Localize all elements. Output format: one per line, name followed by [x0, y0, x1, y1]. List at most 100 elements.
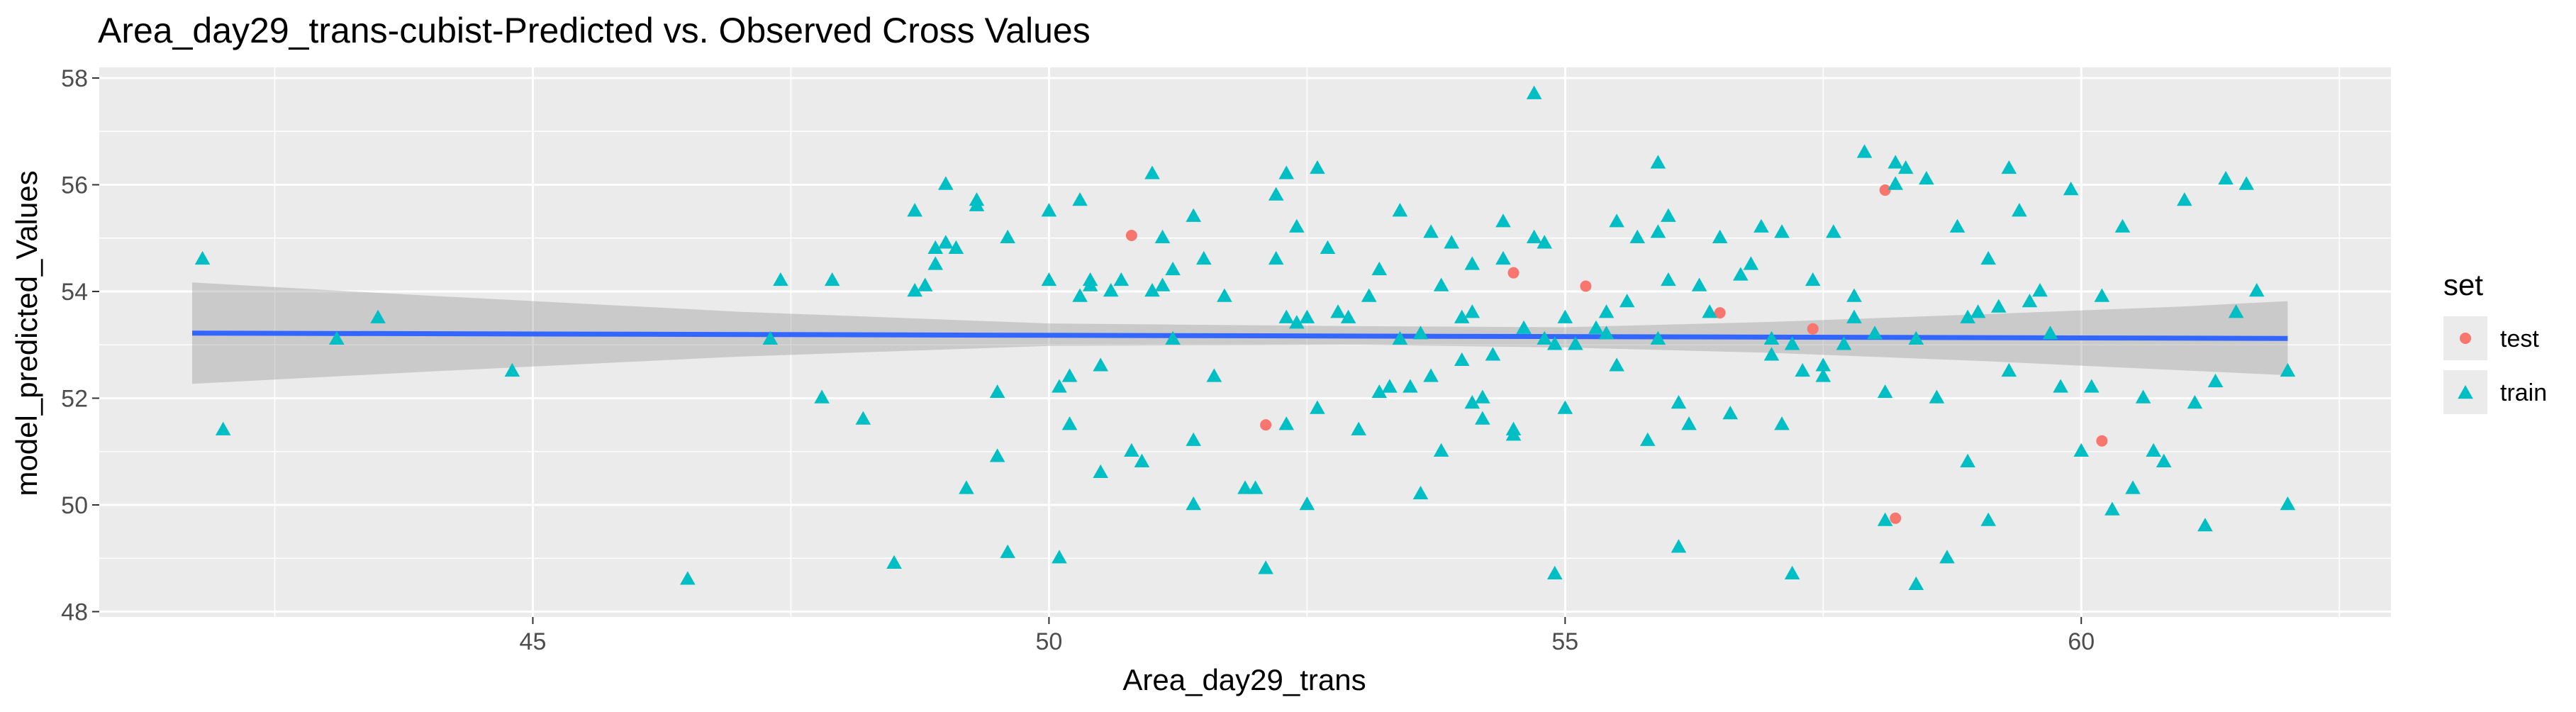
train-point	[989, 384, 1005, 399]
legend-key-test	[2460, 333, 2471, 344]
train-point	[1919, 171, 1934, 185]
test-point	[1890, 512, 1902, 524]
train-point	[1836, 336, 1852, 350]
legend-title: set	[2443, 268, 2483, 301]
train-point	[1537, 330, 1552, 345]
x-axis-title: Area_day29_trans	[1122, 663, 1366, 696]
train-point	[1960, 309, 1975, 323]
train-point	[2187, 395, 2203, 409]
train-point	[1784, 336, 1800, 350]
data-points	[194, 85, 2296, 591]
train-point	[1403, 379, 1418, 393]
train-point	[1454, 352, 1470, 367]
train-point	[1052, 379, 1067, 393]
train-point	[1980, 512, 1997, 526]
legend-key-train	[2458, 385, 2473, 399]
y-tick-label: 48	[61, 599, 88, 625]
train-point	[1877, 512, 1893, 526]
train-point	[1061, 368, 1078, 382]
train-point	[1495, 213, 1511, 228]
train-point	[1743, 256, 1759, 270]
train-point	[1856, 144, 1873, 158]
train-point	[1897, 160, 1914, 174]
train-point	[1371, 384, 1388, 399]
train-point	[329, 330, 345, 345]
train-point	[2248, 283, 2265, 297]
train-point	[814, 389, 830, 404]
train-point	[2114, 218, 2131, 233]
train-point	[1000, 544, 1015, 558]
train-point	[1774, 224, 1790, 238]
train-point	[1650, 224, 1666, 238]
train-point	[2063, 182, 2079, 196]
train-point	[1423, 368, 1439, 382]
train-point	[1846, 288, 1862, 302]
plot-panel	[99, 67, 2391, 617]
test-point	[1260, 419, 1272, 431]
train-point	[1061, 416, 1078, 430]
train-point	[1186, 432, 1202, 446]
train-point	[1702, 304, 1717, 318]
train-point	[1609, 213, 1624, 228]
test-point	[1125, 230, 1137, 242]
train-point	[1495, 250, 1511, 265]
train-point	[1310, 160, 1325, 174]
train-point	[927, 256, 944, 270]
train-point	[1516, 320, 1532, 334]
train-point	[215, 421, 231, 435]
train-point	[2012, 203, 2027, 217]
train-point	[194, 250, 211, 265]
train-point	[2032, 283, 2048, 297]
train-point	[1639, 432, 1656, 446]
train-point	[2280, 496, 2296, 511]
train-point	[1753, 218, 1769, 233]
train-point	[1340, 309, 1356, 323]
train-point	[1165, 261, 1181, 276]
train-point	[907, 203, 922, 217]
train-point	[370, 309, 386, 323]
train-point	[1661, 272, 1676, 287]
train-point	[1041, 203, 1057, 217]
train-point	[1186, 496, 1202, 511]
train-point	[1113, 272, 1130, 287]
train-point	[855, 411, 871, 425]
train-point	[2228, 304, 2244, 318]
train-point	[1763, 330, 1780, 345]
train-point	[1464, 395, 1481, 409]
train-point	[1278, 416, 1295, 430]
train-point	[1217, 288, 1232, 302]
train-point	[1072, 192, 1088, 206]
train-point	[2104, 501, 2120, 516]
train-point	[1351, 421, 1366, 435]
train-point	[2125, 480, 2141, 494]
train-point	[1475, 411, 1490, 425]
train-point	[1237, 480, 1253, 494]
test-point	[1507, 267, 1520, 279]
train-point	[1052, 550, 1067, 564]
train-point	[1526, 229, 1542, 243]
y-tick-label: 56	[61, 172, 88, 199]
train-point	[1568, 336, 1583, 350]
y-tick-label: 52	[61, 386, 88, 413]
y-tick-label: 54	[61, 279, 88, 306]
train-point	[680, 571, 696, 585]
train-point	[1949, 218, 1966, 233]
train-point	[1258, 560, 1273, 574]
train-point	[1361, 288, 1377, 302]
train-point	[1154, 277, 1171, 291]
train-point	[2022, 294, 2038, 308]
train-point	[762, 330, 779, 345]
train-point	[1433, 277, 1449, 291]
train-point	[1888, 176, 1903, 190]
train-point	[2094, 288, 2110, 302]
train-point	[1908, 576, 1924, 591]
train-point	[1454, 309, 1470, 323]
train-point	[1939, 550, 1955, 564]
train-point	[1154, 229, 1171, 243]
train-point	[1712, 229, 1728, 243]
train-point	[907, 283, 922, 297]
train-point	[1546, 565, 1563, 580]
test-point	[1807, 323, 1819, 335]
train-point	[1103, 283, 1119, 297]
